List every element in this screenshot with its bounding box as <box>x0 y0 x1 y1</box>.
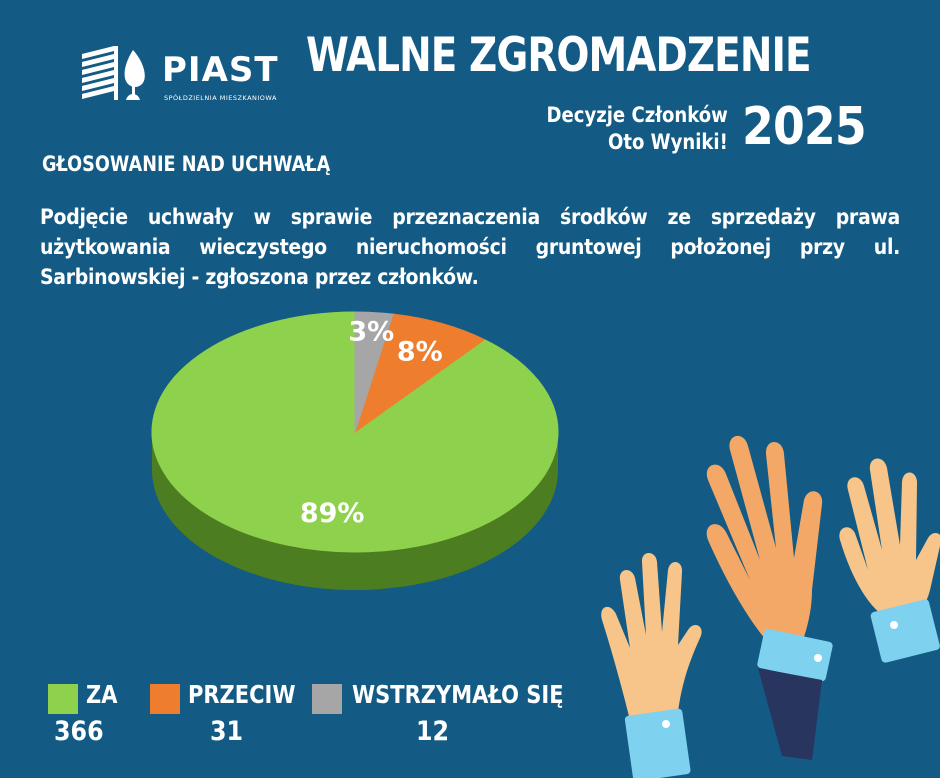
legend-label-wstrzymalo: WSTRZYMAŁO SIĘ <box>352 680 564 709</box>
subtitle-line-1: Decyzje Członków <box>546 103 728 127</box>
pie-tops <box>151 311 559 553</box>
legend-count-za: 366 <box>54 716 104 747</box>
pie-label-przeciw: 8% <box>397 337 443 368</box>
building-tree-icon <box>82 46 145 100</box>
raised-hands-illustration <box>601 435 940 778</box>
pie-labels: 89% 8%3% <box>300 316 443 529</box>
right-hand-icon <box>839 458 940 663</box>
pie-slice-wstrzymalo <box>354 311 394 433</box>
pie-label-za: 89% <box>300 498 365 529</box>
question-text: Podjęcie uchwały w sprawie przeznaczenia… <box>40 205 900 289</box>
header-subtitle: Decyzje Członków Oto Wyniki! <box>547 102 728 156</box>
pie-slice-przeciw <box>354 313 486 434</box>
legend-label-za: ZA <box>86 680 118 709</box>
logo-subtitle: SPÓŁDZIELNIA MIESZKANIOWA <box>164 94 277 102</box>
legend-label-przeciw: PRZECIW <box>188 680 296 709</box>
piast-logo: PIAST SPÓŁDZIELNIA MIESZKANIOWA <box>78 44 288 104</box>
legend-count-wstrzymalo: 12 <box>416 716 450 747</box>
page-title: WALNE ZGROMADZENIE <box>306 28 812 83</box>
legend-swatch-przeciw <box>150 684 180 714</box>
year: 2025 <box>742 97 867 157</box>
legend-swatch-za <box>48 684 78 714</box>
pie-sides <box>152 432 558 590</box>
legend-swatch-wstrzymalo <box>312 684 342 714</box>
subtitle-line-2: Oto Wyniki! <box>608 130 728 154</box>
logo-name: PIAST <box>162 50 279 90</box>
legend-count-przeciw: 31 <box>210 716 244 747</box>
left-hand-icon <box>601 553 702 778</box>
center-hand-icon <box>706 435 833 760</box>
pie-label-wstrzymalo: 3% <box>348 316 394 347</box>
pie-side-za <box>152 432 558 590</box>
section-title: GŁOSOWANIE NAD UCHWAŁĄ <box>42 152 331 176</box>
